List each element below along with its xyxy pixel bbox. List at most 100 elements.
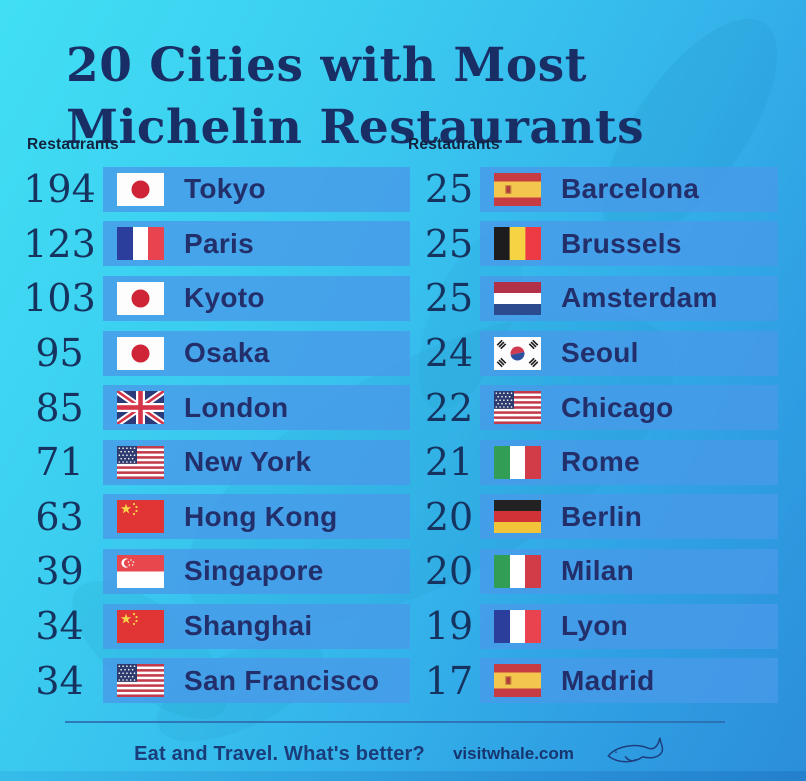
footer-website: visitwhale.com <box>452 744 574 763</box>
city-bar: San Francisco <box>103 658 410 704</box>
japan-flag-icon <box>117 281 164 315</box>
city-row: 71 New York <box>0 435 410 490</box>
city-name: San Francisco <box>184 664 380 696</box>
whale-outline-icon <box>602 733 672 775</box>
germany-flag-icon <box>494 500 541 534</box>
south-korea-flag-icon <box>494 336 541 370</box>
page-title: 20 Cities with Most Michelin Restaurants <box>66 35 644 159</box>
city-name: Rome <box>561 446 640 478</box>
restaurant-count: 34 <box>35 604 84 649</box>
united-states-flag-icon <box>117 445 164 479</box>
city-row: 19 Lyon <box>408 599 806 654</box>
city-bar: Madrid <box>480 658 778 704</box>
footer-divider-line <box>65 721 725 723</box>
city-name: Singapore <box>184 555 324 587</box>
right-city-column: 25 Barcelona 25 Brussels 25 Amsterdam 24… <box>408 162 806 708</box>
france-flag-icon <box>117 227 164 261</box>
belgium-flag-icon <box>494 227 541 261</box>
restaurant-count: 71 <box>35 440 84 485</box>
city-name: Tokyo <box>184 173 266 205</box>
city-row: 20 Milan <box>408 544 806 599</box>
city-bar: Singapore <box>103 548 410 594</box>
restaurant-count: 25 <box>424 276 474 321</box>
restaurant-count: 103 <box>23 276 96 321</box>
city-bar: Chicago <box>480 385 778 431</box>
left-city-column: 194 Tokyo 123 Paris 103 Kyoto 95 Osaka 8… <box>0 162 410 708</box>
city-row: 95 Osaka <box>0 326 410 381</box>
city-bar: Rome <box>480 439 778 485</box>
city-name: Lyon <box>561 610 629 642</box>
city-name: Seoul <box>561 337 639 369</box>
bottom-edge-strip <box>0 771 806 781</box>
left-column-header: Restaurants <box>27 136 119 153</box>
city-name: Chicago <box>561 391 674 423</box>
city-name: London <box>184 391 289 423</box>
restaurant-count: 20 <box>424 494 474 539</box>
netherlands-flag-icon <box>494 281 541 315</box>
footer: Eat and Travel. What's better? visitwhal… <box>0 733 806 775</box>
restaurant-count: 25 <box>424 221 474 266</box>
city-bar: Osaka <box>103 330 410 376</box>
city-name: Osaka <box>184 337 270 369</box>
united-states-flag-icon <box>117 664 164 698</box>
restaurant-count: 34 <box>35 658 84 703</box>
footer-tagline: Eat and Travel. What's better? <box>134 742 425 765</box>
italy-flag-icon <box>494 554 541 588</box>
city-bar: Hong Kong <box>103 494 410 540</box>
italy-flag-icon <box>494 445 541 479</box>
city-row: 34 Shanghai <box>0 599 410 654</box>
city-row: 63 Hong Kong <box>0 490 410 545</box>
city-row: 123 Paris <box>0 217 410 272</box>
city-row: 22 Chicago <box>408 380 806 435</box>
city-name: Shanghai <box>184 610 313 642</box>
city-bar: Shanghai <box>103 603 410 649</box>
right-column-header: Restaurants <box>408 136 500 153</box>
city-name: Hong Kong <box>184 500 338 532</box>
restaurant-count: 25 <box>424 167 474 212</box>
restaurant-count: 95 <box>35 331 84 376</box>
city-bar: London <box>103 385 410 431</box>
restaurant-count: 123 <box>23 221 96 266</box>
city-bar: Brussels <box>480 221 778 267</box>
city-bar: Berlin <box>480 494 778 540</box>
spain-flag-icon <box>494 172 541 206</box>
city-row: 25 Brussels <box>408 217 806 272</box>
city-bar: Tokyo <box>103 166 410 212</box>
city-name: Berlin <box>561 500 643 532</box>
city-bar: Kyoto <box>103 275 410 321</box>
city-name: Brussels <box>561 227 682 259</box>
city-bar: New York <box>103 439 410 485</box>
city-bar: Lyon <box>480 603 778 649</box>
city-name: Paris <box>184 227 254 259</box>
restaurant-count: 194 <box>23 167 96 212</box>
city-bar: Milan <box>480 548 778 594</box>
city-row: 85 London <box>0 380 410 435</box>
city-bar: Barcelona <box>480 166 778 212</box>
japan-flag-icon <box>117 172 164 206</box>
japan-flag-icon <box>117 336 164 370</box>
city-bar: Amsterdam <box>480 275 778 321</box>
city-row: 25 Amsterdam <box>408 271 806 326</box>
restaurant-count: 21 <box>424 440 474 485</box>
city-name: Kyoto <box>184 282 265 314</box>
city-row: 21 Rome <box>408 435 806 490</box>
restaurant-count: 17 <box>424 658 474 703</box>
singapore-flag-icon <box>117 554 164 588</box>
china-flag-icon <box>117 609 164 643</box>
spain-flag-icon <box>494 664 541 698</box>
restaurant-count: 85 <box>35 385 84 430</box>
france-flag-icon <box>494 609 541 643</box>
city-name: Madrid <box>561 664 655 696</box>
city-row: 25 Barcelona <box>408 162 806 217</box>
restaurant-count: 20 <box>424 549 474 594</box>
restaurant-count: 22 <box>424 385 474 430</box>
title-line-2: Michelin Restaurants <box>66 100 645 156</box>
china-flag-icon <box>117 500 164 534</box>
city-row: 20 Berlin <box>408 490 806 545</box>
city-name: New York <box>184 446 312 478</box>
restaurant-count: 63 <box>35 494 84 539</box>
restaurant-count: 24 <box>424 331 474 376</box>
city-row: 24 Seoul <box>408 326 806 381</box>
city-row: 17 Madrid <box>408 653 806 708</box>
